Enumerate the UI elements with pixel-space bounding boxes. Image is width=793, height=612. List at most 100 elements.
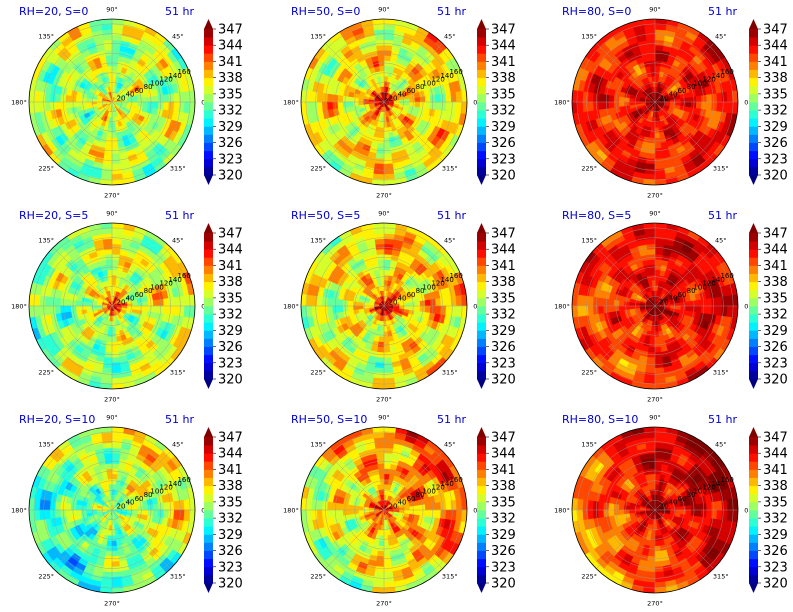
radial-tick-label: 20	[117, 298, 126, 306]
radial-tick-label: 160	[720, 68, 733, 76]
field-cell	[44, 296, 51, 307]
colorbar-segment	[749, 110, 758, 119]
angle-tick-label: 270°	[647, 192, 663, 200]
field-cell	[168, 305, 175, 316]
angular-gridline	[654, 101, 714, 161]
angle-tick-label: 270°	[376, 192, 392, 200]
field-cell	[111, 488, 116, 495]
colorbar-tick-label: 332	[763, 308, 788, 323]
field-cell	[654, 147, 663, 155]
field-cell	[654, 243, 665, 250]
field-cell	[654, 163, 665, 170]
field-cell	[645, 238, 656, 245]
field-cell	[49, 92, 56, 103]
field-cell	[75, 96, 82, 103]
field-cell	[347, 300, 354, 307]
field-cell	[65, 305, 72, 313]
angular-gridline	[111, 305, 171, 365]
field-cell	[331, 101, 339, 110]
colorbar-tick-label: 326	[491, 340, 516, 355]
field-cell	[111, 238, 122, 245]
field-cell	[374, 163, 385, 170]
radial-tick-label: 140	[440, 72, 453, 80]
angle-tick-label: 315°	[713, 368, 729, 376]
field-cell	[321, 296, 328, 307]
field-cell	[650, 127, 656, 134]
field-cell	[111, 243, 122, 250]
field-cell	[104, 147, 113, 155]
colorbar-segment	[204, 93, 213, 103]
field-cell	[157, 305, 165, 314]
field-cell	[445, 92, 452, 103]
panel-title: RH=50, S=0	[291, 5, 360, 18]
colorbar-extend-bottom	[749, 175, 758, 185]
field-cell	[383, 44, 393, 51]
colorbar-tick-label: 338	[218, 275, 243, 290]
angular-gridline	[325, 101, 385, 161]
field-cell	[127, 305, 134, 310]
radial-tick-label: 40	[398, 295, 407, 303]
field-cell	[383, 70, 389, 77]
field-cell	[337, 299, 344, 307]
field-cell	[424, 101, 431, 109]
field-cell	[685, 101, 692, 108]
field-cell	[173, 305, 180, 316]
colorbar-segment	[477, 297, 486, 307]
colorbar-tick-label: 332	[218, 104, 243, 119]
colorbar-segment	[477, 265, 486, 274]
field-cell	[383, 279, 388, 286]
colorbar-segment	[749, 338, 758, 347]
field-cell	[716, 92, 723, 103]
angle-tick-label: 45°	[172, 33, 184, 41]
field-cell	[645, 243, 656, 250]
field-cell	[75, 300, 82, 307]
field-cell	[102, 238, 113, 245]
field-cell	[111, 65, 118, 72]
field-cell	[399, 305, 406, 310]
colorbar-extend-bottom	[204, 175, 213, 185]
radial-tick-label: 40	[398, 91, 407, 99]
colorbar-tick-label: 335	[491, 291, 516, 306]
angle-tick-label: 90°	[378, 6, 390, 14]
field-cell	[706, 93, 713, 103]
angle-tick-label: 225°	[581, 164, 597, 172]
field-cell	[608, 95, 615, 103]
colorbar-segment	[749, 118, 758, 127]
angle-tick-label: 225°	[38, 368, 54, 376]
field-cell	[409, 101, 416, 107]
field-cell	[654, 75, 659, 82]
field-cell	[383, 284, 388, 291]
colorbar-segment	[749, 53, 758, 62]
field-cell	[597, 305, 604, 315]
colorbar-tick-label: 329	[491, 120, 516, 135]
colorbar-segment	[477, 306, 486, 315]
field-cell	[157, 101, 165, 110]
field-cell	[378, 336, 385, 343]
field-cell	[654, 55, 662, 62]
field-cell	[383, 248, 393, 255]
colorbar-segment	[477, 77, 486, 87]
colorbar-segment	[749, 370, 758, 380]
field-cell	[383, 367, 394, 374]
field-cell	[645, 34, 656, 41]
radial-tick-label: 40	[126, 295, 135, 303]
field-cell	[383, 75, 388, 82]
radial-tick-label: 60	[678, 291, 687, 299]
colorbar-tick-label: 329	[763, 120, 788, 135]
field-cell	[414, 305, 421, 312]
radial-tick-label: 80	[144, 83, 153, 91]
field-cell	[695, 299, 702, 307]
field-cell	[380, 122, 385, 129]
field-cell	[54, 101, 61, 111]
colorbar-tick-label: 335	[763, 87, 788, 102]
field-cell	[711, 92, 718, 103]
colorbar-segment	[204, 150, 213, 160]
polar-frame	[28, 18, 196, 186]
field-cell	[680, 305, 687, 311]
field-cell	[383, 49, 392, 57]
field-cell	[44, 92, 51, 103]
field-cell	[379, 331, 385, 338]
field-cell	[321, 92, 328, 103]
field-cell	[163, 101, 170, 111]
angular-gridline	[53, 43, 113, 103]
